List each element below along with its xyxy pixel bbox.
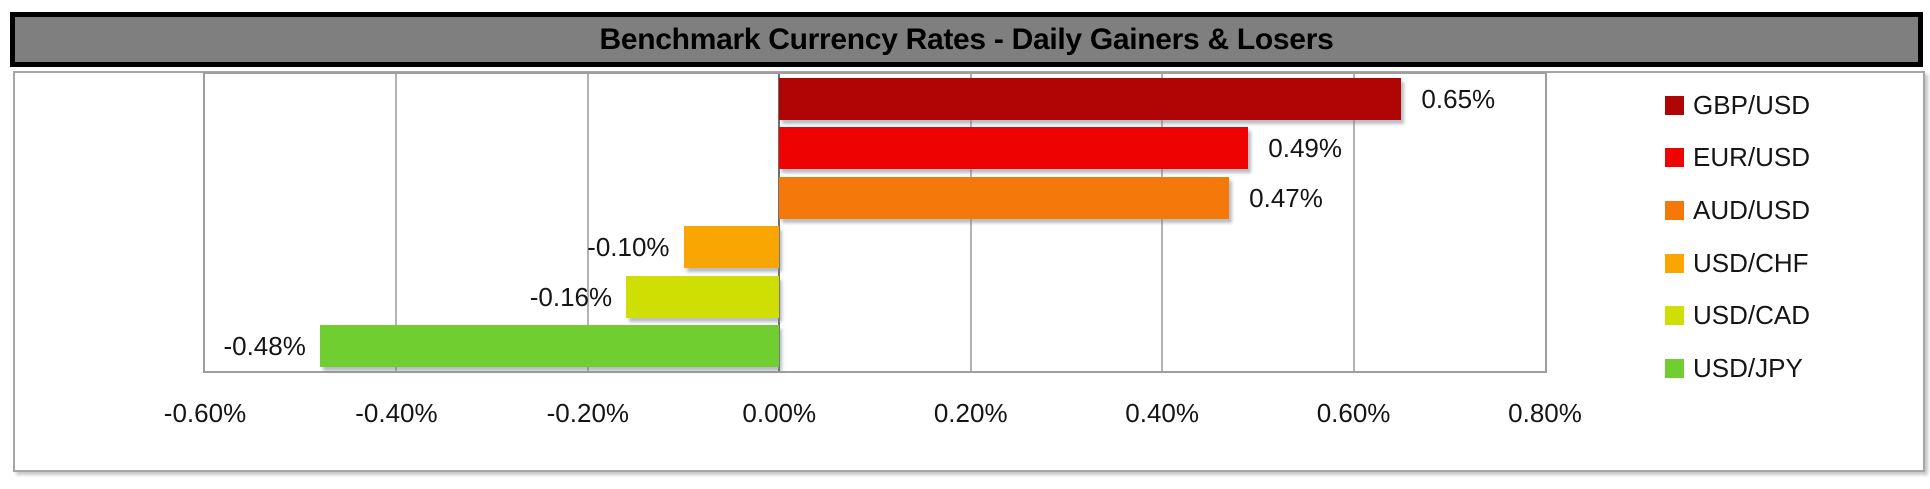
legend-label-eur-usd: EUR/USD <box>1693 142 1811 173</box>
x-axis-tick-0-60-: 0.60% <box>1316 398 1391 428</box>
data-label-usd-cad: -0.16% <box>529 281 613 312</box>
legend-item-aud-usd: AUD/USD <box>1665 184 1810 237</box>
legend-item-gbp-usd: GBP/USD <box>1665 79 1810 132</box>
bar-usd-cad <box>626 275 780 318</box>
data-label-aud-usd: 0.47% <box>1249 182 1323 213</box>
x-axis-tick--0-60-: -0.60% <box>163 398 247 428</box>
data-label-gbp-usd: 0.65% <box>1421 83 1496 114</box>
gridline <box>1161 74 1164 371</box>
data-label-usd-jpy: -0.48% <box>223 331 306 362</box>
legend-item-usd-cad: USD/CAD <box>1665 289 1810 342</box>
legend-swatch-usd-jpy <box>1665 358 1684 378</box>
legend-label-usd-chf: USD/CHF <box>1693 247 1809 278</box>
data-label-eur-usd: 0.49% <box>1268 133 1343 164</box>
legend-label-usd-cad: USD/CAD <box>1693 300 1811 331</box>
chart-area: 0.65% 0.49% 0.47% -0.10% -0.16% -0.48% -0.60%… <box>13 71 1925 472</box>
legend-label-aud-usd: AUD/USD <box>1693 194 1811 225</box>
legend: GBP/USD EUR/USD AUD/USD USD/CHF USD/CAD USD/J… <box>1665 79 1810 395</box>
legend-swatch-aud-usd <box>1665 200 1684 220</box>
legend-label-gbp-usd: GBP/USD <box>1693 89 1811 120</box>
legend-swatch-gbp-usd <box>1665 95 1684 115</box>
legend-swatch-eur-usd <box>1665 148 1684 168</box>
x-axis-tick-0-00-: 0.00% <box>742 398 817 428</box>
legend-swatch-usd-chf <box>1665 253 1684 273</box>
gridline <box>1352 74 1355 371</box>
legend-item-eur-usd: EUR/USD <box>1665 132 1810 185</box>
x-axis-tick-0-20-: 0.20% <box>933 398 1008 428</box>
x-axis-tick-0-80-: 0.80% <box>1508 398 1582 428</box>
legend-label-usd-jpy: USD/JPY <box>1693 352 1803 383</box>
gridline <box>395 74 398 371</box>
bar-gbp-usd <box>779 77 1402 120</box>
x-axis-tick--0-40-: -0.40% <box>355 398 438 428</box>
plot-area: 0.65% 0.49% 0.47% -0.10% -0.16% -0.48% <box>203 72 1547 373</box>
legend-item-usd-chf: USD/CHF <box>1665 237 1810 290</box>
chart-title-bar: Benchmark Currency Rates - Daily Gainers… <box>10 12 1923 67</box>
gridline <box>586 74 589 371</box>
x-axis-tick--0-20-: -0.20% <box>546 398 630 428</box>
bar-eur-usd <box>779 127 1249 170</box>
data-label-usd-chf: -0.10% <box>587 232 670 263</box>
x-axis-tick-0-40-: 0.40% <box>1125 398 1200 428</box>
legend-swatch-usd-cad <box>1665 306 1684 326</box>
zero-gridline <box>778 74 781 371</box>
bar-usd-jpy <box>319 325 780 368</box>
legend-item-usd-jpy: USD/JPY <box>1665 342 1810 395</box>
chart-title: Benchmark Currency Rates - Daily Gainers… <box>599 22 1334 56</box>
bar-usd-chf <box>683 226 780 269</box>
bar-aud-usd <box>779 176 1230 219</box>
gridline <box>969 74 972 371</box>
